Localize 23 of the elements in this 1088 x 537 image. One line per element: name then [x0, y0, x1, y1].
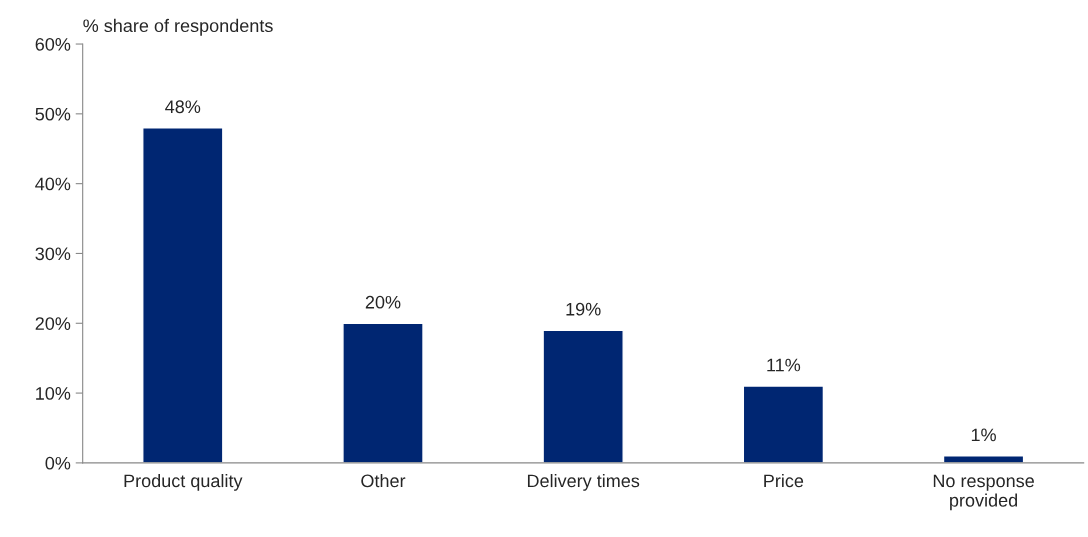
- bar: [742, 385, 825, 463]
- y-tick-label: 0%: [45, 456, 71, 470]
- data-label: 48%: [165, 100, 201, 114]
- y-tick-label: 30%: [35, 247, 71, 261]
- data-label: 1%: [971, 428, 996, 442]
- x-tick-label: Delivery times: [527, 474, 640, 491]
- y-tick-label: 60%: [35, 37, 71, 51]
- x-tick-label: Price: [764, 474, 804, 488]
- y-tick-label: 40%: [35, 177, 71, 191]
- x-tick-label: Other: [361, 474, 406, 488]
- bar: [342, 322, 424, 463]
- x-tick-label: Product quality: [124, 474, 243, 491]
- y-tick-label: 50%: [35, 107, 71, 121]
- y-axis-title: % share of respondents: [83, 18, 273, 36]
- bar: [542, 329, 624, 463]
- y-tick-label: 10%: [36, 387, 71, 400]
- y-tick-label: 20%: [35, 317, 71, 330]
- bar: [942, 455, 1025, 463]
- data-label: 20%: [365, 295, 401, 309]
- data-label: 11%: [767, 358, 801, 372]
- x-tick-label: No response provided: [933, 474, 1034, 511]
- data-label: 19%: [566, 302, 601, 316]
- bar: [142, 127, 224, 463]
